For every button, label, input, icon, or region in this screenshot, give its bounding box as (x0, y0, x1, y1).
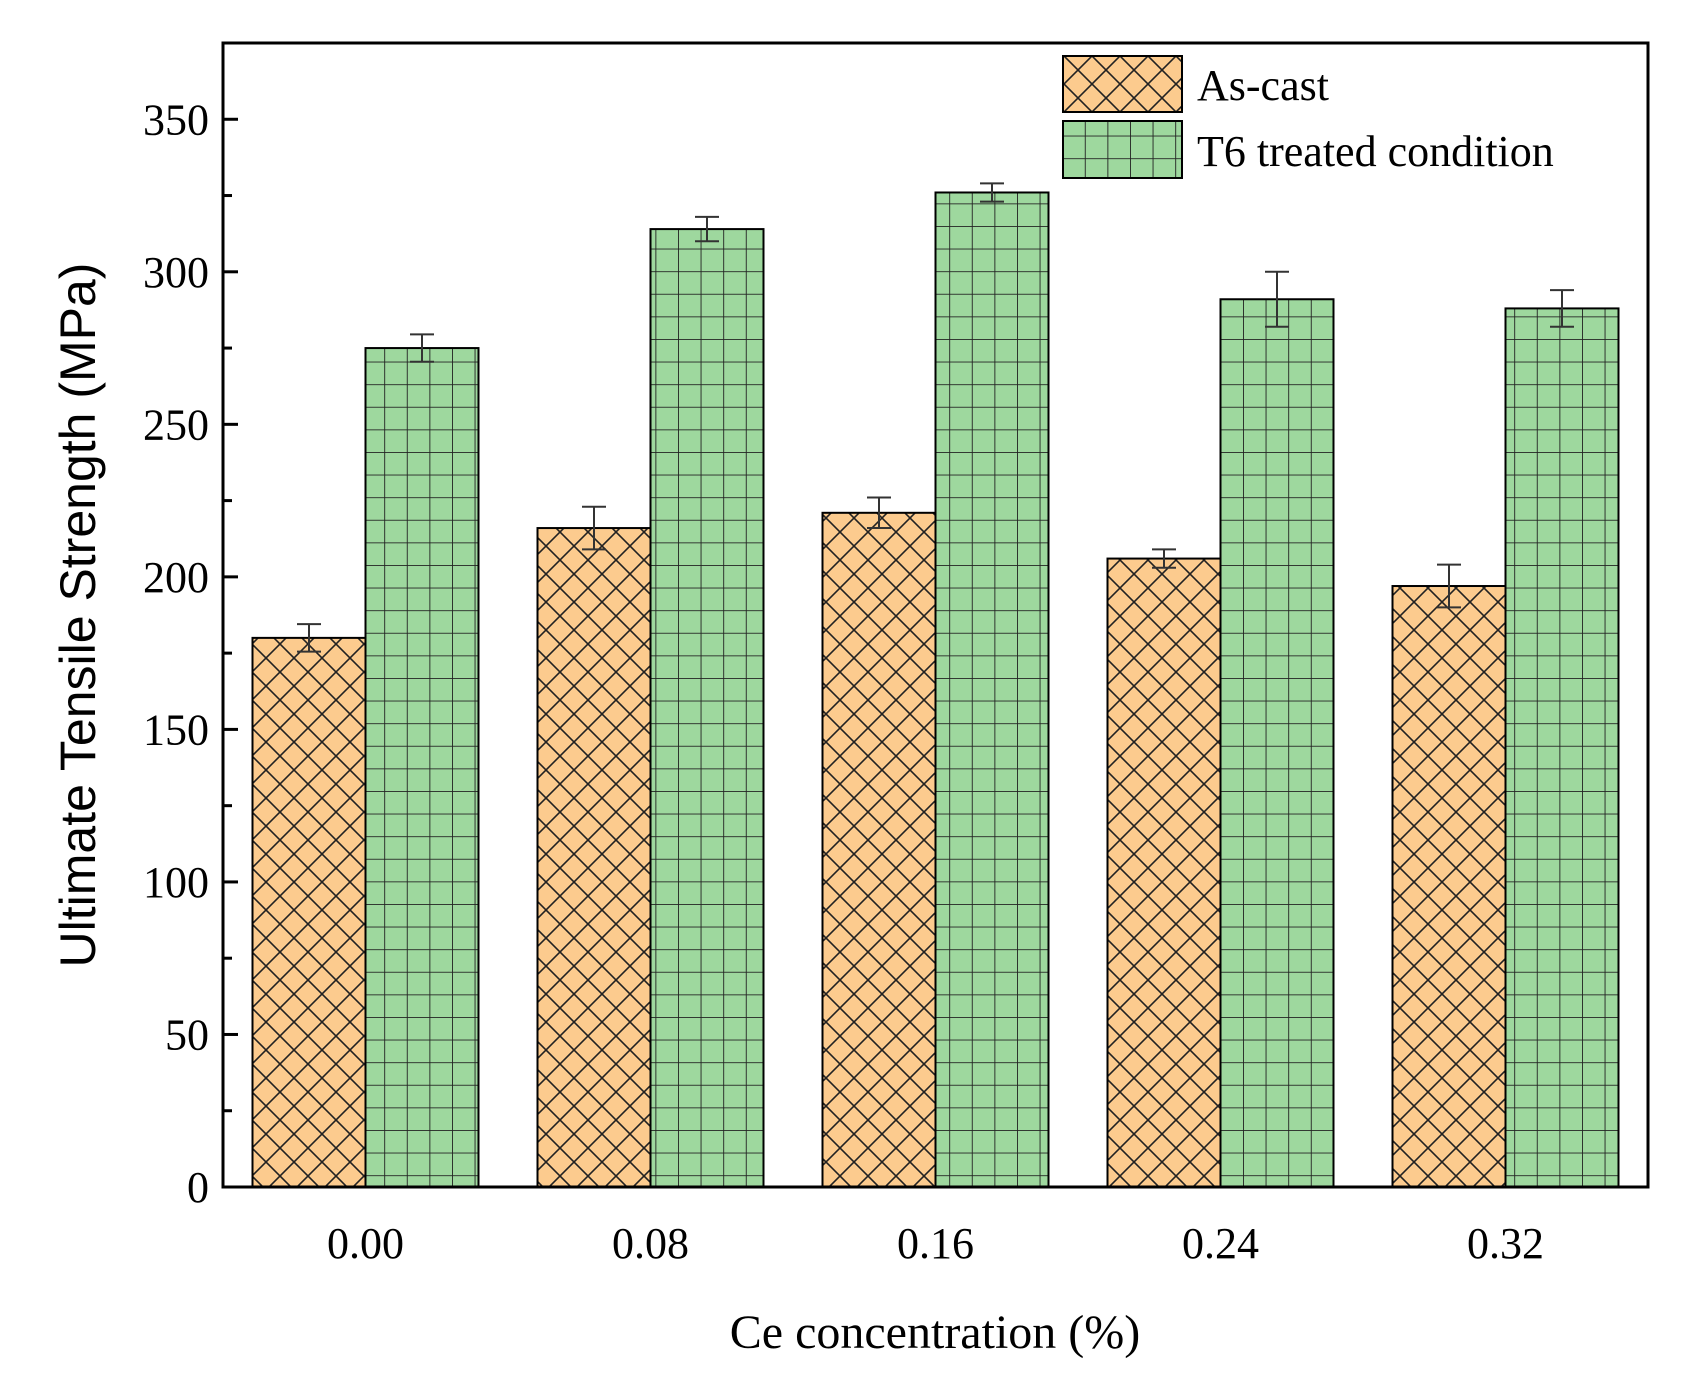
bar-t6-0.08 (649, 228, 765, 1189)
error-bar (582, 505, 606, 551)
plot-frame (221, 41, 1650, 1189)
error-bar (695, 215, 719, 243)
x-axis-label: Ce concentration (%) (730, 1306, 1140, 1359)
x-tick-label: 0.00 (327, 1219, 404, 1268)
bar-as-cast-0.08 (536, 527, 652, 1188)
error-bar (1152, 548, 1176, 569)
error-bar (1550, 289, 1574, 328)
y-tick-label: 200 (143, 553, 209, 602)
y-axis-label: Ultimate Tensile Strength (MPa) (50, 263, 106, 968)
legend: As-cast T6 treated condition (1062, 55, 1554, 179)
legend-label-t6: T6 treated condition (1197, 127, 1554, 176)
error-bars-layer (297, 182, 1574, 653)
error-bar (1437, 563, 1461, 609)
y-tick-label: 100 (143, 858, 209, 907)
bar-t6-0.24 (1219, 298, 1335, 1189)
error-bar (980, 182, 1004, 203)
legend-label-as-cast: As-cast (1197, 61, 1329, 110)
bar-as-cast-0.00 (251, 636, 367, 1188)
x-tick-label: 0.32 (1467, 1219, 1544, 1268)
bar-t6-0.16 (934, 191, 1050, 1188)
x-axis: 0.00 0.08 0.16 0.24 0.32 (327, 1219, 1544, 1268)
x-tick-label: 0.24 (1182, 1219, 1259, 1268)
bar-t6-0.32 (1504, 307, 1620, 1188)
y-tick-label: 50 (165, 1010, 209, 1059)
y-tick-label: 0 (187, 1163, 209, 1212)
bar-as-cast-0.16 (821, 511, 937, 1188)
error-bar (410, 333, 434, 363)
x-tick-label: 0.08 (612, 1219, 689, 1268)
y-tick-label: 300 (143, 248, 209, 297)
bar-t6-0.00 (364, 347, 480, 1189)
error-bar (1265, 270, 1289, 328)
error-bar (297, 623, 321, 653)
y-tick-label: 250 (143, 400, 209, 449)
bar-as-cast-0.24 (1106, 557, 1222, 1188)
legend-swatch-t6 (1062, 120, 1183, 179)
y-tick-label: 150 (143, 705, 209, 754)
bars-layer (251, 191, 1620, 1189)
bar-as-cast-0.32 (1391, 585, 1507, 1188)
x-tick-label: 0.16 (897, 1219, 974, 1268)
error-bar (867, 496, 891, 530)
legend-swatch-as-cast (1062, 55, 1183, 113)
y-tick-label: 350 (143, 95, 209, 144)
y-axis: 0 50 100 150 200 250 300 350 (143, 41, 238, 1212)
